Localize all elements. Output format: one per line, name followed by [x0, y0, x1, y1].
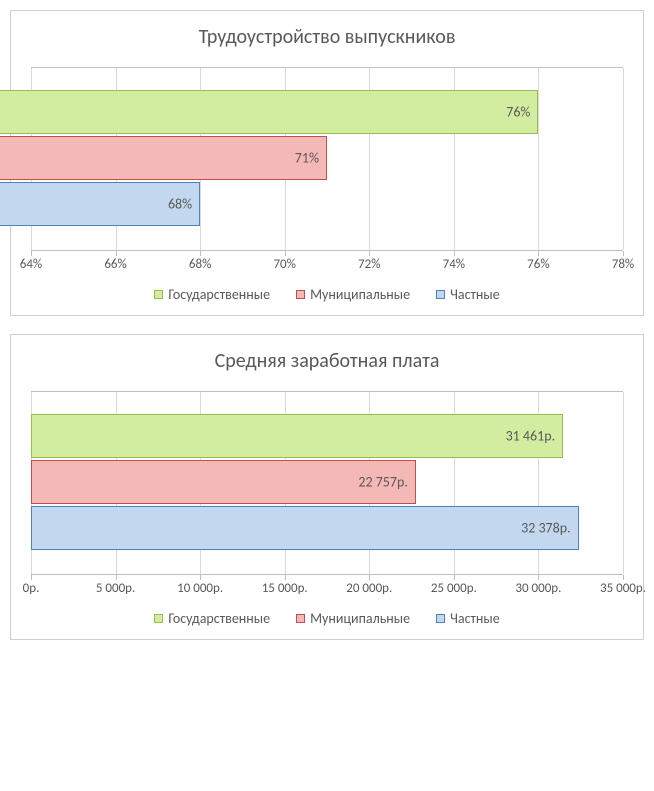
x-tick-label: 5 000р. — [96, 581, 135, 596]
tick-mark — [538, 575, 539, 580]
legend-swatch — [296, 614, 305, 623]
tick-mark — [31, 575, 32, 580]
x-tick-label: 74% — [443, 257, 465, 272]
legend-label: Государственные — [168, 610, 270, 627]
x-tick-label: 15 000р. — [262, 581, 308, 596]
legend-item: Частные — [436, 286, 500, 303]
chart-salary: Средняя заработная плата 31 461р. 22 757р… — [10, 334, 644, 640]
legend-swatch — [154, 290, 163, 299]
x-tick-label: 25 000р. — [431, 581, 477, 596]
bars-group: 31 461р. 22 757р. 32 378р. — [31, 392, 623, 574]
legend-item: Государственные — [154, 286, 270, 303]
legend-item: Муниципальные — [296, 610, 410, 627]
x-tick-label: 64% — [20, 257, 42, 272]
bar-value-label: 68% — [168, 196, 192, 213]
tick-mark — [454, 251, 455, 256]
x-tick-label: 72% — [358, 257, 380, 272]
tick-mark — [200, 575, 201, 580]
tick-mark — [369, 575, 370, 580]
tick-mark — [116, 251, 117, 256]
tick-mark — [116, 575, 117, 580]
x-tick-label: 30 000р. — [515, 581, 561, 596]
legend: Государственные Муниципальные Частные — [25, 278, 629, 305]
tick-mark — [454, 575, 455, 580]
tick-mark — [200, 251, 201, 256]
tick-mark — [285, 575, 286, 580]
tick-mark — [285, 251, 286, 256]
bar-value-label: 32 378р. — [521, 520, 571, 537]
x-tick-label: 66% — [104, 257, 126, 272]
legend-swatch — [436, 290, 445, 299]
tick-mark — [369, 251, 370, 256]
tick-mark — [623, 251, 624, 256]
chart-title: Средняя заработная плата — [25, 349, 629, 373]
tick-mark — [31, 251, 32, 256]
grid-line — [623, 392, 624, 574]
plot-area: 31 461р. 22 757р. 32 378р. — [31, 391, 623, 574]
bar — [0, 90, 538, 134]
x-tick-label: 20 000р. — [346, 581, 392, 596]
x-tick-label: 78% — [612, 257, 634, 272]
bar-value-label: 31 461р. — [506, 428, 556, 445]
bars-group: 76% 71% 68% — [31, 68, 623, 250]
bar — [31, 506, 579, 550]
legend-label: Частные — [450, 286, 500, 303]
bar-value-label: 22 757р. — [358, 474, 408, 491]
chart-title: Трудоустройство выпускников — [25, 25, 629, 49]
legend-swatch — [296, 290, 305, 299]
legend-label: Частные — [450, 610, 500, 627]
legend: Государственные Муниципальные Частные — [25, 602, 629, 629]
x-tick-label: 76% — [527, 257, 549, 272]
x-tick-label: 35 000р. — [600, 581, 646, 596]
legend-item: Государственные — [154, 610, 270, 627]
legend-label: Государственные — [168, 286, 270, 303]
bar-row: 32 378р. — [31, 506, 623, 550]
x-tick-label: 0р. — [23, 581, 40, 596]
chart-employment: Трудоустройство выпускников 76% 71% 68% 64… — [10, 10, 644, 316]
bar-value-label: 76% — [506, 104, 530, 121]
bar — [0, 136, 327, 180]
plot-area: 76% 71% 68% — [31, 67, 623, 250]
bar — [31, 414, 563, 458]
x-axis: 0р.5 000р.10 000р.15 000р.20 000р.25 000… — [31, 574, 623, 602]
legend-label: Муниципальные — [310, 610, 410, 627]
x-tick-label: 70% — [273, 257, 295, 272]
tick-mark — [623, 575, 624, 580]
grid-line — [623, 68, 624, 250]
bar-row: 71% — [31, 136, 623, 180]
x-tick-label: 68% — [189, 257, 211, 272]
legend-item: Муниципальные — [296, 286, 410, 303]
bar-row: 22 757р. — [31, 460, 623, 504]
legend-swatch — [436, 614, 445, 623]
x-tick-label: 10 000р. — [177, 581, 223, 596]
bar-row: 76% — [31, 90, 623, 134]
x-axis: 64%66%68%70%72%74%76%78% — [31, 250, 623, 278]
bar-row: 31 461р. — [31, 414, 623, 458]
legend-label: Муниципальные — [310, 286, 410, 303]
legend-item: Частные — [436, 610, 500, 627]
bar-row: 68% — [31, 182, 623, 226]
tick-mark — [538, 251, 539, 256]
bar-value-label: 71% — [295, 150, 319, 167]
legend-swatch — [154, 614, 163, 623]
